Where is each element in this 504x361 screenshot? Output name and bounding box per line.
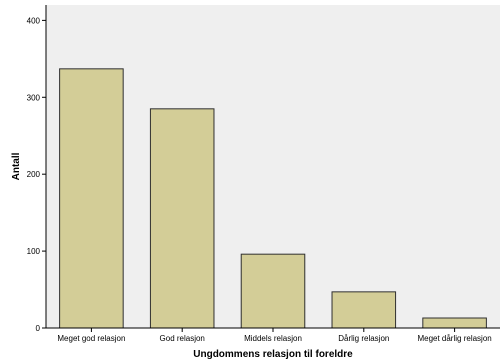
x-tick-label: Meget god relasjon [57, 334, 125, 343]
x-tick-label: Meget dårlig relasjon [417, 334, 491, 343]
y-tick-label: 0 [36, 324, 41, 333]
y-tick-label: 300 [27, 93, 41, 102]
bars-layer [59, 68, 487, 329]
x-tick-label: Dårlig relasjon [338, 334, 389, 343]
bar-1 [59, 68, 124, 329]
x-tick-label: God relasjon [160, 334, 205, 343]
bar-3 [240, 253, 306, 329]
y-tick-label: 100 [27, 247, 41, 256]
x-tick-label: Middels relasjon [244, 334, 302, 343]
x-ticks-layer: Meget god relasjon God relasjon Middels re… [57, 328, 492, 343]
x-axis-title: Ungdommens relasjon til foreldre [193, 349, 353, 360]
bar-2 [149, 108, 215, 329]
y-tick-label: 400 [27, 16, 41, 25]
y-axis-title: Antall [11, 152, 22, 180]
y-tick-label: 200 [27, 170, 41, 179]
bar-5 [422, 317, 487, 329]
y-ticks-layer: 0 100 200 300 400 [27, 16, 46, 333]
bar-4 [331, 291, 397, 329]
